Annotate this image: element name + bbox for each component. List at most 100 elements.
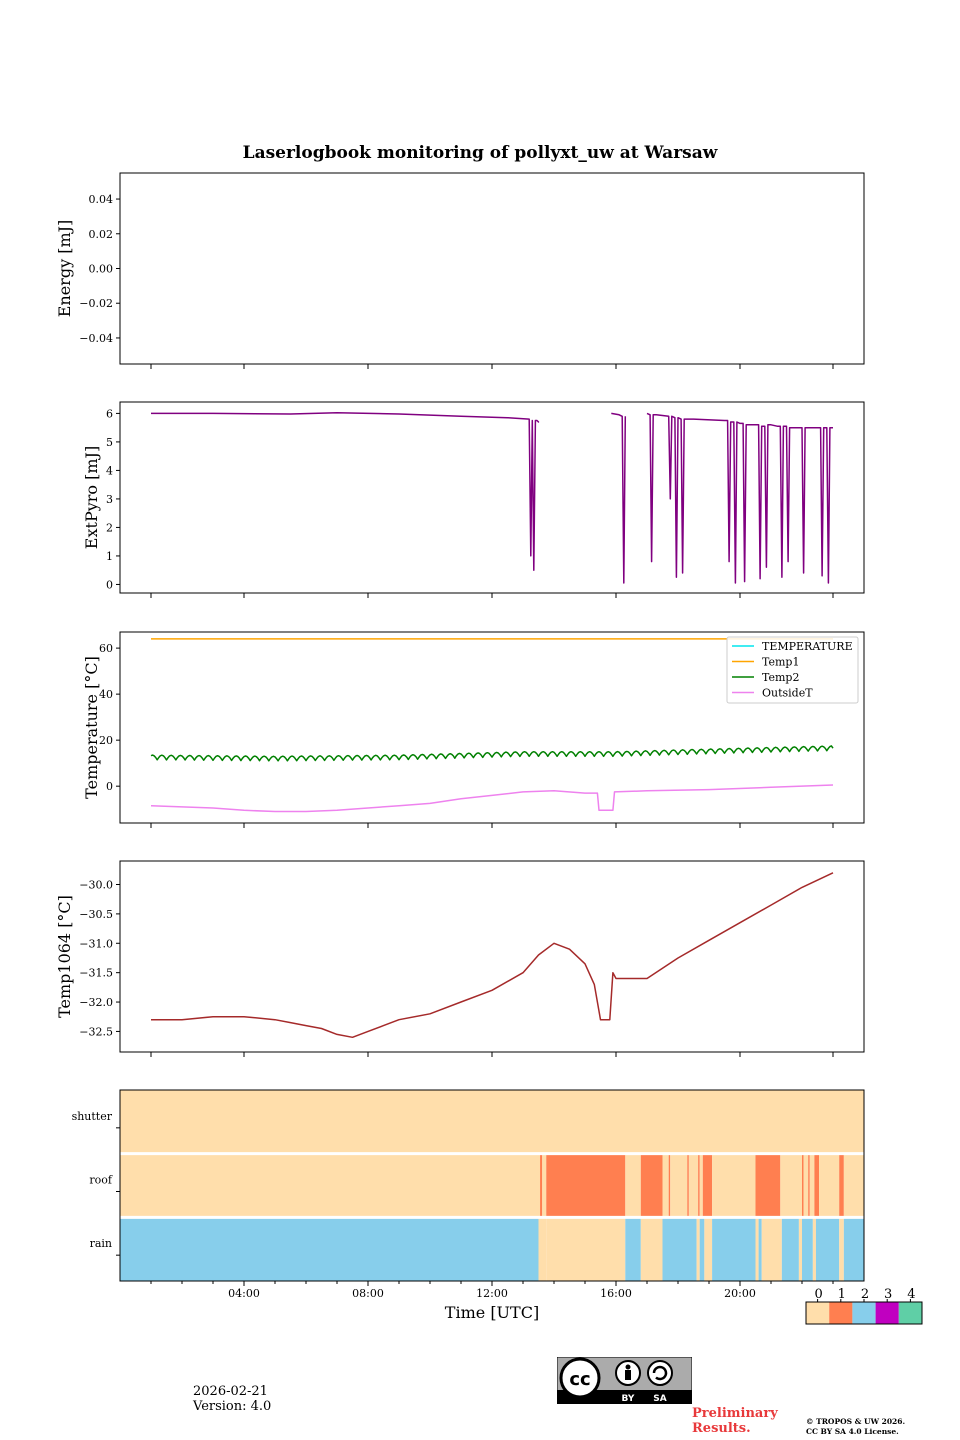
y-tick-label: 0 xyxy=(106,578,113,591)
y-axis-label-extpyro: ExtPyro [mJ] xyxy=(82,446,101,549)
colorbar-swatch xyxy=(829,1302,853,1324)
y-tick-label: −32.5 xyxy=(79,1025,113,1038)
x-tick-label: 08:00 xyxy=(352,1287,384,1300)
status-roof-cell xyxy=(546,1153,626,1218)
y-tick-label: 5 xyxy=(106,436,113,449)
status-row-label-rain: rain xyxy=(90,1237,112,1250)
y-tick-label: 0 xyxy=(106,780,113,793)
cc-license-badge: cc BY SA xyxy=(556,1356,693,1408)
y-tick-label: −31.0 xyxy=(79,937,113,950)
status-roof-cell xyxy=(808,1153,810,1218)
panel-status: shutter roof rain 04:00 08:00 12:00 16:00 20:00 xyxy=(72,1089,865,1300)
y-tick-label: −32.0 xyxy=(79,996,113,1009)
status-rain-cell xyxy=(546,1217,626,1281)
series-line-temp1064 xyxy=(151,872,834,1039)
colorbar-swatch xyxy=(898,1302,922,1324)
series-line-temp2 xyxy=(150,745,834,762)
legend-entry: Temp2 xyxy=(762,671,799,684)
status-rain-cell xyxy=(699,1217,705,1281)
status-row-label-shutter: shutter xyxy=(72,1110,113,1123)
series-group xyxy=(151,412,833,584)
status-rain-cell xyxy=(758,1217,762,1281)
series-line-extpyro xyxy=(151,412,540,571)
status-roof-cell xyxy=(839,1153,844,1218)
status-rain-cell xyxy=(662,1217,697,1281)
y-tick-label: 60 xyxy=(99,642,113,655)
status-row-label-roof: roof xyxy=(89,1174,113,1187)
sa-share-icon xyxy=(647,1360,673,1386)
legend-entry: OutsideT xyxy=(762,687,813,700)
y-tick-label: 6 xyxy=(106,407,113,420)
colorbar-label: 3 xyxy=(884,1287,892,1302)
status-axes-frame xyxy=(119,1089,865,1282)
status-roof-cell xyxy=(670,1153,688,1218)
status-rain-cell xyxy=(781,1217,799,1281)
colorbar-swatch xyxy=(806,1302,830,1324)
axes-frame-extpyro xyxy=(119,401,865,594)
legend: TEMPERATURE Temp1 Temp2 OutsideT xyxy=(726,636,859,704)
panels: 0.04 0.02 0.00 −0.02 −0.04 Energy [mJ] 0 1 2 3 4 5 6… xyxy=(55,172,865,1300)
y-axis-label-energy: Energy [mJ] xyxy=(55,220,74,318)
status-rain-cell xyxy=(761,1217,782,1281)
x-tick-label: 12:00 xyxy=(476,1287,508,1300)
status-roof-cell xyxy=(802,1153,804,1218)
status-rain-cell xyxy=(843,1217,864,1281)
colorbar-label: 1 xyxy=(838,1287,846,1302)
y-tick-label: 0.02 xyxy=(89,228,114,241)
status-rain-cell xyxy=(798,1217,802,1281)
footer-version: Version: 4.0 xyxy=(193,1399,272,1414)
status-roof-cell xyxy=(687,1153,689,1218)
series-line-outsidet xyxy=(150,784,834,813)
legend-entry: Temp1 xyxy=(762,656,799,669)
status-rain-cell xyxy=(696,1217,700,1281)
y-tick-label: 4 xyxy=(106,464,113,477)
cc-mark-text: cc xyxy=(569,1369,590,1390)
y-tick-label: 2 xyxy=(106,521,113,534)
axes-frame-temperature xyxy=(119,631,865,824)
series-line-extpyro xyxy=(611,412,627,584)
status-roof-cell xyxy=(702,1153,713,1218)
copyright-line-2: CC BY SA 4.0 License. xyxy=(806,1427,899,1436)
x-tick-label: 20:00 xyxy=(724,1287,756,1300)
status-rain-cell xyxy=(802,1217,813,1281)
cc-sa-label: SA xyxy=(653,1394,666,1404)
legend-entry: TEMPERATURE xyxy=(762,640,853,653)
series-line-extpyro xyxy=(646,412,833,584)
status-roof-cell xyxy=(542,1153,547,1218)
preliminary-line-2: Results. xyxy=(692,1421,751,1436)
status-roof-cell xyxy=(755,1153,781,1218)
status-roof-cell xyxy=(625,1153,641,1218)
panel-extpyro: 0 1 2 3 4 5 6 ExtPyro [mJ] xyxy=(82,401,865,598)
colorbar-label: 0 xyxy=(814,1287,822,1302)
status-roof-cell xyxy=(120,1153,541,1218)
y-tick-label: −0.04 xyxy=(79,332,113,345)
cc-by-label: BY xyxy=(622,1394,635,1404)
status-roof-cell xyxy=(819,1153,840,1218)
status-roof-cell xyxy=(814,1153,820,1218)
status-rain-cell xyxy=(815,1217,840,1281)
status-rain-cell xyxy=(625,1217,641,1281)
y-tick-label: 3 xyxy=(106,493,113,506)
y-tick-label: −30.0 xyxy=(79,879,113,892)
status-rain-cell xyxy=(704,1217,713,1281)
status-rain-cell xyxy=(812,1217,816,1281)
status-rain-cell xyxy=(538,1217,547,1281)
status-roof-cell xyxy=(662,1153,669,1218)
x-axis-label: Time [UTC] xyxy=(445,1303,539,1322)
y-tick-label: 0.00 xyxy=(89,263,114,276)
status-roof-cell xyxy=(809,1153,815,1218)
colorbar-label: 2 xyxy=(861,1287,869,1302)
status-roof-cell xyxy=(803,1153,809,1218)
colorbar-frame xyxy=(805,1301,923,1325)
status-roof-cell xyxy=(668,1153,671,1218)
colorbar-swatch xyxy=(852,1302,876,1324)
colorbar-swatch xyxy=(875,1302,899,1324)
y-tick-label: 20 xyxy=(99,734,113,747)
y-tick-label: 1 xyxy=(106,550,113,563)
status-rain-cell xyxy=(120,1217,539,1281)
status-roof-cell xyxy=(843,1153,864,1218)
axes-frame-temp1064 xyxy=(119,860,865,1053)
